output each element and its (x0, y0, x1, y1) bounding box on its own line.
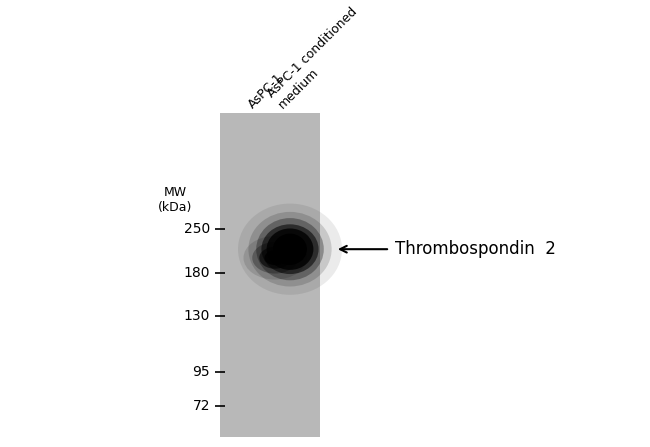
Ellipse shape (248, 212, 332, 287)
Text: AsPC-1 conditioned
medium: AsPC-1 conditioned medium (265, 5, 370, 111)
Bar (220, 113, 320, 437)
Text: 180: 180 (183, 266, 210, 279)
Text: MW
(kDa): MW (kDa) (158, 186, 192, 214)
Ellipse shape (273, 234, 307, 265)
Ellipse shape (252, 242, 298, 274)
Ellipse shape (261, 224, 318, 274)
Ellipse shape (244, 236, 307, 279)
Text: 72: 72 (192, 400, 210, 413)
Ellipse shape (265, 251, 285, 265)
Text: 130: 130 (183, 309, 210, 323)
Ellipse shape (266, 228, 313, 270)
Ellipse shape (259, 247, 291, 269)
Text: AsPC-1: AsPC-1 (246, 71, 286, 111)
Text: 250: 250 (184, 222, 210, 236)
Ellipse shape (238, 203, 342, 295)
Ellipse shape (256, 218, 324, 280)
Text: 95: 95 (192, 365, 210, 379)
Text: Thrombospondin  2: Thrombospondin 2 (395, 240, 556, 258)
